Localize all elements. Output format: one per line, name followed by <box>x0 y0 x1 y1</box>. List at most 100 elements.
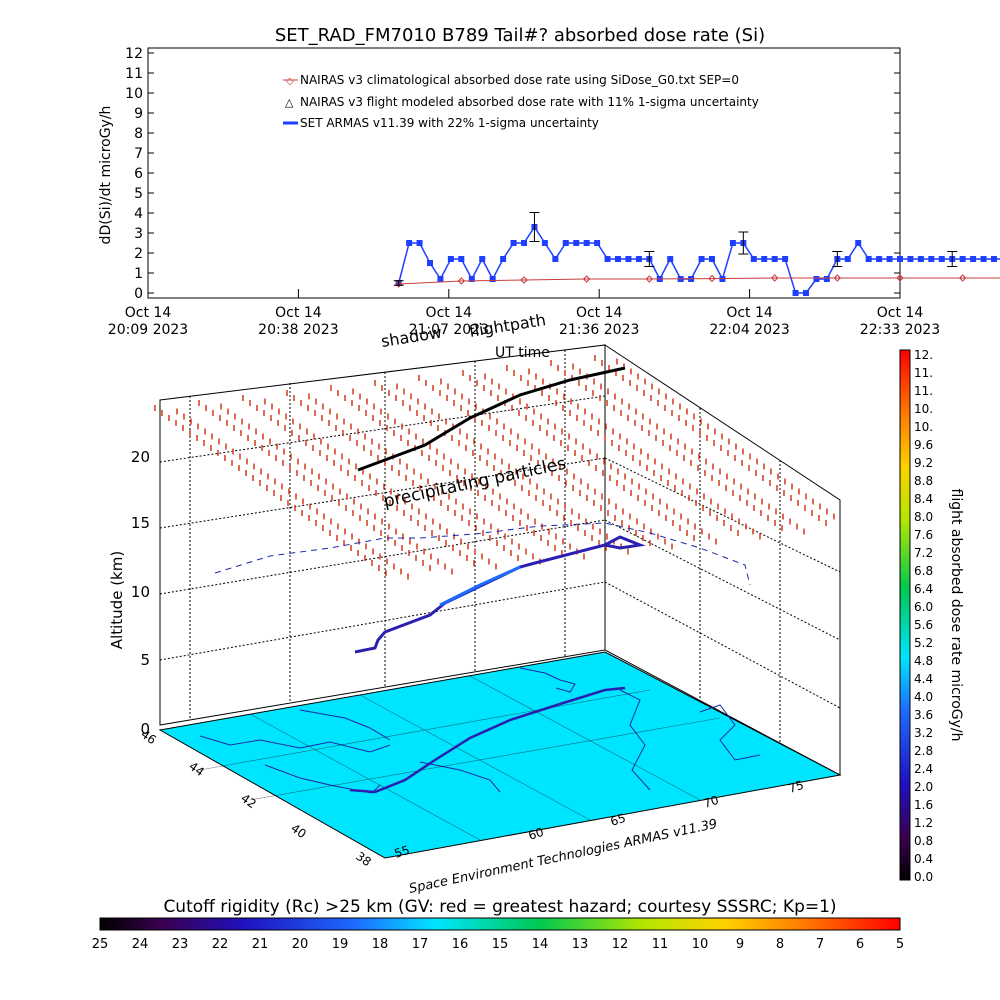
y-tick-label: 12 <box>125 46 143 62</box>
armas-point <box>750 256 757 262</box>
dose-tick-label: 5.2 <box>914 636 933 650</box>
armas-point <box>698 256 705 262</box>
x-tick-label-time: 22:33 2023 <box>860 322 940 338</box>
coastline-1 <box>199 735 391 753</box>
armas-point <box>635 256 642 262</box>
dose-tick-label: 7.2 <box>914 546 933 560</box>
x-tick-label-date: Oct 14 <box>877 305 924 321</box>
rc-tick-label: 19 <box>332 937 349 952</box>
armas-point <box>792 290 799 296</box>
armas-point <box>667 256 674 262</box>
armas-point <box>907 256 914 262</box>
armas-point <box>552 256 559 262</box>
armas-point <box>489 276 496 282</box>
nairas-point <box>770 274 779 282</box>
y-tick-label: 9 <box>134 106 143 122</box>
nairas-point <box>520 276 528 284</box>
map-floor <box>158 651 842 859</box>
rc-tick-label: 22 <box>212 937 229 952</box>
y-tick-label: 2 <box>134 246 143 262</box>
armas-point <box>479 256 486 262</box>
armas-point <box>938 256 945 262</box>
armas-point <box>447 256 454 262</box>
lat-tick-38: 38 <box>353 849 374 869</box>
x-tick-label-time: 21:36 2023 <box>559 322 639 338</box>
lon-tick-60: 60 <box>527 825 546 843</box>
lon-tick-65: 65 <box>609 811 628 829</box>
dose-tick-label: 3.6 <box>914 708 933 722</box>
dose-tick-label: 8.0 <box>914 510 933 524</box>
armas-point <box>437 276 444 282</box>
armas-point <box>865 256 872 262</box>
dose-tick-label: 8.4 <box>914 492 933 506</box>
lon-tick-55: 55 <box>393 843 412 861</box>
dose-tick-label: 12. <box>914 348 933 362</box>
grid-side-h2 <box>604 519 841 641</box>
rc-tick-label: 25 <box>92 937 109 952</box>
map-grid-5 <box>249 717 721 801</box>
dose-colorbar <box>899 349 911 881</box>
x-tick-label-time: 21:07 2023 <box>409 322 489 338</box>
dose-tick-label: 7.6 <box>914 528 933 542</box>
legend-triangle-marker: △ <box>285 96 294 109</box>
x-tick-label-date: Oct 14 <box>726 305 773 321</box>
y-tick-label: 1 <box>134 266 143 282</box>
dose-tick-label: 4.8 <box>914 654 933 668</box>
x-tick-label-date: Oct 14 <box>125 305 172 321</box>
x-tick-label-date: Oct 14 <box>426 305 473 321</box>
flight-track-ground <box>349 686 626 794</box>
rc-tick-label: 10 <box>692 937 709 952</box>
armas-point <box>709 256 715 262</box>
rc-tick-label: 14 <box>532 937 549 952</box>
dose-tick-label: 0.4 <box>914 852 933 866</box>
rc-tick-label: 5 <box>896 937 904 952</box>
y-axis-label: dD(Si)/dt microGy/h <box>98 106 114 245</box>
nairas-point <box>645 275 654 283</box>
y-tick-label: 0 <box>134 286 143 302</box>
grid-back-h1 <box>159 581 606 661</box>
dose-tick-label: 0.8 <box>914 834 933 848</box>
coastline-3 <box>519 667 576 693</box>
alt-tick-0: 0 <box>140 720 150 738</box>
lat-tick-40: 40 <box>288 821 309 841</box>
error-bar <box>529 211 540 243</box>
nairas-point <box>582 275 591 283</box>
rc-tick-label: 6 <box>856 937 864 952</box>
dose-tick-label: 2.0 <box>914 780 933 794</box>
armas-point <box>729 240 736 246</box>
series-layer <box>393 211 1000 296</box>
legend-diamond-marker: ◇ <box>286 76 294 87</box>
coastline-7 <box>419 761 501 793</box>
y-tick-label: 5 <box>134 186 143 202</box>
lon-tick-75: 75 <box>787 778 806 796</box>
map-grid-4 <box>199 689 651 771</box>
armas-point <box>521 240 527 246</box>
armas-point <box>541 240 548 246</box>
rc-tick-label: 15 <box>492 937 509 952</box>
armas-point <box>959 256 966 262</box>
armas-point <box>928 256 935 262</box>
alt-tick-5: 5 <box>140 651 150 669</box>
rc-tick-label: 13 <box>572 937 589 952</box>
x-tick-label-time: 20:38 2023 <box>258 322 338 338</box>
error-bar <box>644 251 655 267</box>
y-tick-label: 3 <box>134 226 143 242</box>
armas-point <box>510 240 517 246</box>
rc-tick-label: 7 <box>816 937 824 952</box>
armas-point <box>562 240 569 246</box>
coastline-4 <box>619 689 651 791</box>
nairas-point <box>896 274 904 282</box>
alt-tick-10: 10 <box>131 583 150 601</box>
map-grid-2 <box>359 694 591 821</box>
rc-tick-label: 18 <box>372 937 389 952</box>
armas-point <box>406 240 413 246</box>
grid-back-h2 <box>159 519 606 595</box>
armas-point <box>615 256 621 262</box>
dose-colorbar-label: flight absorbed dose rate microGy/h <box>948 489 964 742</box>
dose-tick-label: 5.6 <box>914 618 933 632</box>
armas-point <box>458 256 465 262</box>
lat-tick-42: 42 <box>238 791 259 811</box>
dose-tick-label: 1.2 <box>914 816 933 830</box>
